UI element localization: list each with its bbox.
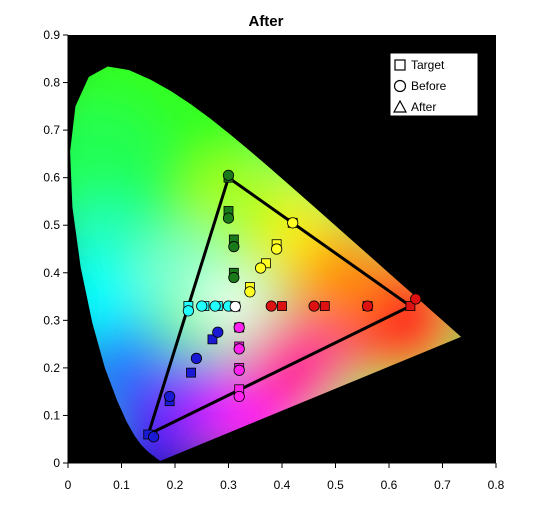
y-tick-label: 0.4 bbox=[43, 266, 60, 280]
before-marker bbox=[196, 300, 208, 312]
y-tick-label: 0.6 bbox=[43, 171, 60, 185]
y-tick-label: 0.7 bbox=[43, 123, 60, 137]
axes: 0 0.1 0.2 0.3 0.4 0.5 0.6 0.7 0.8 0 0.1 0.2 0.3 0.4 0… bbox=[43, 28, 504, 492]
before-marker bbox=[265, 300, 277, 312]
before-marker bbox=[410, 293, 422, 305]
target-marker bbox=[207, 334, 218, 345]
before-marker bbox=[190, 352, 202, 364]
legend-triangle-icon bbox=[392, 99, 408, 113]
before-marker bbox=[271, 243, 283, 255]
before-marker bbox=[229, 300, 241, 313]
y-tick-label: 0.8 bbox=[43, 76, 60, 90]
before-marker bbox=[233, 343, 245, 355]
x-tick-label: 0 bbox=[65, 478, 72, 492]
legend: Target Before After bbox=[389, 52, 479, 117]
legend-square-icon bbox=[394, 59, 406, 71]
target-marker bbox=[186, 367, 196, 378]
before-marker bbox=[287, 217, 299, 229]
before-marker bbox=[361, 300, 374, 312]
before-marker bbox=[308, 300, 320, 312]
before-marker bbox=[228, 271, 240, 284]
before-marker bbox=[182, 305, 194, 317]
target-marker bbox=[277, 301, 287, 311]
legend-circle-icon bbox=[393, 79, 407, 93]
y-tick-label: 0.2 bbox=[43, 361, 60, 375]
before-marker bbox=[233, 390, 245, 403]
y-tick-label: 0 bbox=[53, 456, 60, 470]
x-tick-label: 0.4 bbox=[274, 478, 291, 492]
x-tick-label: 0.5 bbox=[327, 478, 344, 492]
y-tick-label: 0.3 bbox=[43, 313, 60, 327]
before-marker bbox=[222, 169, 235, 181]
x-tick-label: 0.1 bbox=[113, 478, 130, 492]
before-marker bbox=[228, 241, 240, 253]
y-tick-label: 0.9 bbox=[43, 28, 60, 42]
before-marker bbox=[233, 321, 245, 334]
chart-title: After bbox=[248, 13, 283, 30]
y-tick-label: 0.1 bbox=[43, 408, 60, 422]
x-tick-label: 0.3 bbox=[220, 478, 237, 492]
x-tick-label: 0.7 bbox=[434, 478, 451, 492]
y-tick-label: 0.5 bbox=[43, 218, 60, 232]
x-tick-label: 0.2 bbox=[167, 478, 184, 492]
before-marker bbox=[255, 262, 267, 274]
x-tick-label: 0.8 bbox=[488, 478, 505, 492]
before-marker bbox=[212, 326, 224, 338]
x-tick-label: 0.6 bbox=[381, 478, 398, 492]
before-marker bbox=[209, 300, 221, 312]
legend-label: After bbox=[411, 100, 436, 114]
before-marker bbox=[222, 212, 235, 224]
target-marker bbox=[405, 301, 416, 311]
legend-label: Target bbox=[411, 58, 445, 72]
target-marker bbox=[319, 301, 330, 311]
markers bbox=[143, 169, 422, 443]
before-marker bbox=[164, 390, 176, 403]
legend-label: Before bbox=[411, 79, 447, 93]
before-marker bbox=[148, 431, 160, 443]
before-marker bbox=[244, 286, 256, 298]
before-marker bbox=[233, 364, 245, 376]
